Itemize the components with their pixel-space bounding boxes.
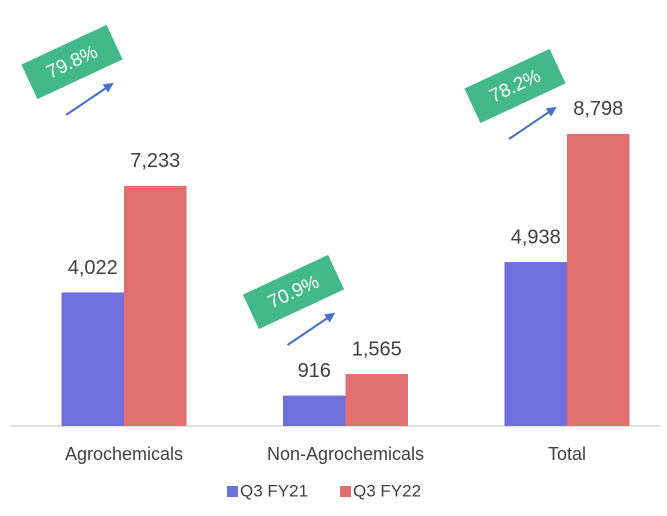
x-tick-label: Non-Agrochemicals bbox=[267, 444, 424, 464]
bar bbox=[504, 262, 567, 426]
legend-swatch bbox=[340, 486, 351, 497]
bar bbox=[345, 374, 408, 426]
x-tick-label: Total bbox=[548, 444, 586, 464]
data-label: 7,233 bbox=[130, 150, 180, 172]
arrow bbox=[65, 82, 114, 116]
data-label: 8,798 bbox=[573, 98, 623, 120]
bar bbox=[283, 395, 346, 426]
legend-label: Q3 FY21 bbox=[240, 481, 308, 500]
annotation-box bbox=[242, 254, 345, 330]
legend-swatch bbox=[227, 486, 238, 497]
x-tick-label: Agrochemicals bbox=[65, 444, 183, 464]
data-label: 916 bbox=[298, 360, 331, 382]
arrow bbox=[508, 106, 557, 140]
data-label: 1,565 bbox=[352, 338, 402, 360]
arrow bbox=[286, 312, 336, 346]
data-label: 4,022 bbox=[68, 257, 118, 279]
bar bbox=[61, 292, 124, 426]
bar bbox=[124, 185, 187, 426]
legend-label: Q3 FY22 bbox=[353, 481, 421, 500]
annotation-box bbox=[464, 48, 566, 124]
bar bbox=[567, 133, 630, 426]
data-label: 4,938 bbox=[511, 226, 561, 248]
annotation-box bbox=[21, 24, 123, 100]
